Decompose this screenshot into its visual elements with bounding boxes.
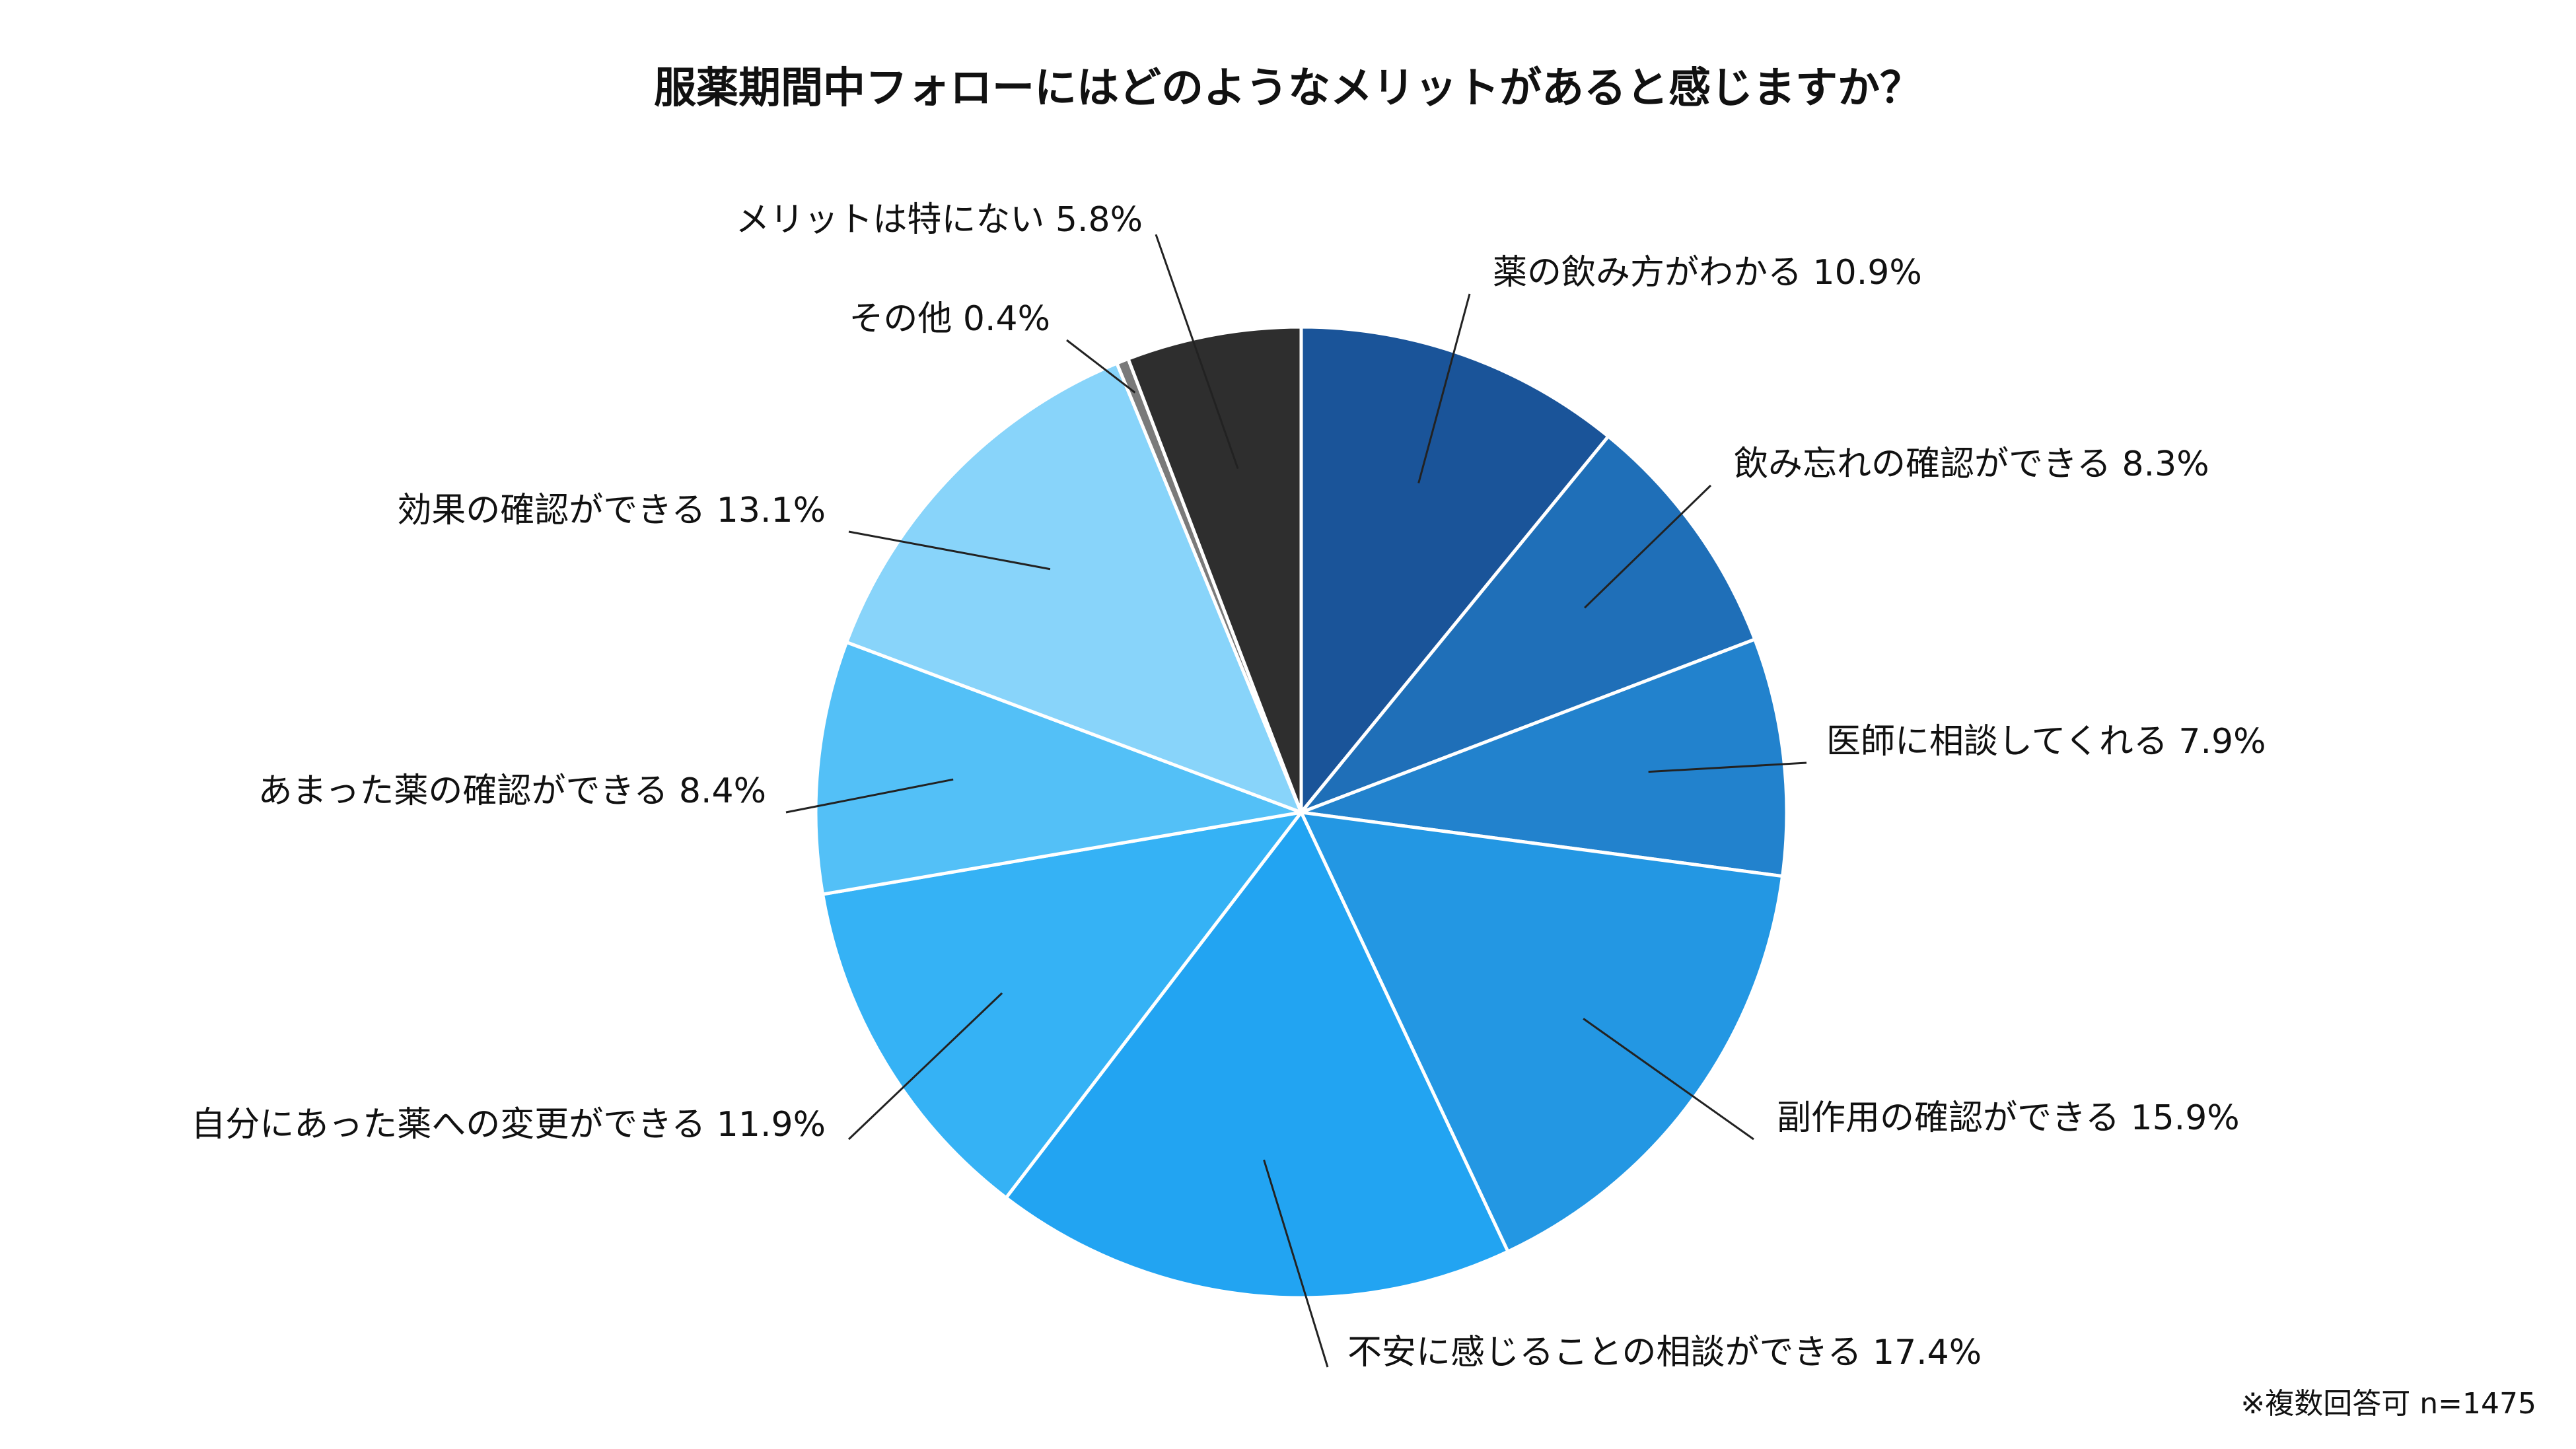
- slice-label-1: 薬の飲み方がわかる 10.9%: [1493, 253, 1922, 293]
- slice-label-10: メリットは特にない 5.8%: [735, 200, 1143, 240]
- leader-line-9: [1066, 339, 1136, 394]
- leader-line-6: [847, 992, 1003, 1141]
- leader-line-1: [1417, 293, 1471, 483]
- chart-title: 服薬期間中フォローにはどのようなメリットがあると感じますか？: [654, 64, 1922, 113]
- pie-slice-2: [1296, 434, 1757, 816]
- leader-line-7: [785, 778, 954, 814]
- slice-category-9: その他: [849, 299, 963, 339]
- slice-value-2: 8.3%: [2122, 444, 2209, 484]
- slice-category-5: 不安に感じることの相談ができる: [1347, 1333, 1873, 1372]
- slice-value-1: 10.9%: [1813, 253, 1922, 293]
- slice-label-6: 自分にあった薬への変更ができる 11.9%: [191, 1105, 826, 1145]
- leader-lines: [785, 234, 1807, 1368]
- slice-category-4: 副作用の確認ができる: [1777, 1098, 2131, 1138]
- pie-slices: [814, 325, 1789, 1300]
- slice-category-2: 飲み忘れの確認ができる: [1734, 444, 2122, 484]
- pie-slice-7: [814, 640, 1308, 896]
- leader-line-10: [1155, 234, 1239, 470]
- leader-line-2: [1584, 484, 1712, 609]
- pie-slice-10: [1126, 325, 1303, 813]
- slice-value-10: 5.8%: [1055, 200, 1143, 240]
- slice-label-3: 医師に相談してくれる 7.9%: [1826, 722, 2266, 761]
- slice-label-4: 副作用の確認ができる 15.9%: [1777, 1098, 2240, 1138]
- slice-value-9: 0.4%: [963, 299, 1050, 339]
- slice-value-8: 13.1%: [717, 491, 826, 530]
- slice-labels: 薬の飲み方がわかる 10.9% 飲み忘れの確認ができる 8.3% 医師に相談してくれ…: [191, 200, 2266, 1372]
- slice-label-9: その他 0.4%: [849, 299, 1050, 339]
- slice-category-10: メリットは特にない: [735, 200, 1055, 240]
- slice-label-7: あまった薬の確認ができる 8.4%: [258, 771, 766, 811]
- slice-value-3: 7.9%: [2178, 722, 2266, 761]
- slice-label-5: 不安に感じることの相談ができる 17.4%: [1347, 1333, 1982, 1372]
- pie-slice-1: [1299, 325, 1611, 818]
- slice-value-4: 15.9%: [2131, 1098, 2240, 1138]
- leader-line-3: [1648, 761, 1807, 773]
- slice-value-6: 11.9%: [717, 1105, 826, 1145]
- slice-category-6: 自分にあった薬への変更ができる: [191, 1105, 717, 1145]
- pie-slice-3: [1301, 637, 1789, 878]
- slice-category-8: 効果の確認ができる: [397, 491, 717, 530]
- slice-label-8: 効果の確認ができる 13.1%: [397, 491, 826, 530]
- slice-category-7: あまった薬の確認ができる: [258, 771, 678, 811]
- slice-value-5: 17.4%: [1873, 1333, 1982, 1372]
- slice-category-1: 薬の飲み方がわかる: [1493, 253, 1813, 293]
- leader-line-8: [848, 530, 1051, 571]
- pie-slice-5: [1003, 809, 1511, 1300]
- sample-note: ※複数回答可 n=1475: [2240, 1387, 2536, 1421]
- slice-label-2: 飲み忘れの確認ができる 8.3%: [1734, 444, 2209, 484]
- slice-value-7: 8.4%: [679, 771, 766, 811]
- leader-line-4: [1583, 1018, 1754, 1141]
- pie-slice-6: [820, 810, 1305, 1201]
- leader-line-5: [1263, 1159, 1329, 1368]
- slice-category-3: 医師に相談してくれる: [1826, 722, 2178, 761]
- pie-slice-8: [844, 361, 1305, 816]
- pie-slice-4: [1298, 810, 1785, 1254]
